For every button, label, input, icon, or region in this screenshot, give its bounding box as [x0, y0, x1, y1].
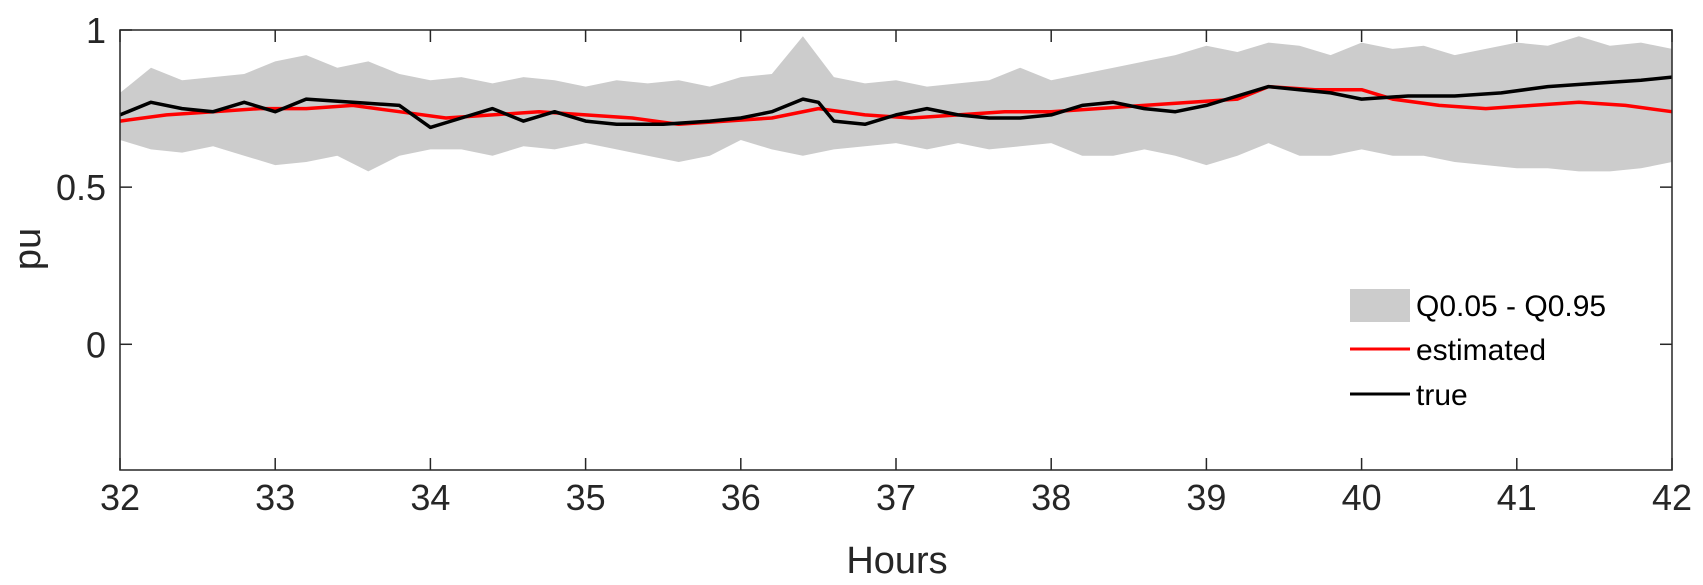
- x-tick-label: 33: [255, 477, 295, 518]
- legend-swatch-band: [1350, 289, 1410, 322]
- x-tick-label: 36: [721, 477, 761, 518]
- y-tick-label: 1: [86, 10, 106, 51]
- legend-label-band: Q0.05 - Q0.95: [1416, 290, 1606, 323]
- x-tick-label: 32: [100, 477, 140, 518]
- axes-ticks: 32 33 34 35 36 37 38 39 40 41 42 0 0.5 1: [56, 10, 1692, 518]
- x-axis-title: Hours: [846, 540, 947, 582]
- x-tick-label: 34: [410, 477, 450, 518]
- x-tick-label: 42: [1652, 477, 1692, 518]
- series-line-estimated: [119, 84, 1673, 127]
- x-tick-label: 40: [1342, 477, 1382, 518]
- y-tick-label: 0: [86, 324, 106, 365]
- x-tick-label: 35: [566, 477, 606, 518]
- series-line-true: [119, 75, 1673, 130]
- legend: Q0.05 - Q0.95 estimated true: [1350, 289, 1606, 412]
- x-tick-label: 39: [1186, 477, 1226, 518]
- y-tick-label: 0.5: [56, 167, 106, 208]
- y-axis-title: pu: [7, 228, 49, 270]
- plot-area: [119, 36, 1673, 172]
- legend-label-true: true: [1416, 379, 1468, 412]
- legend-label-estimated: estimated: [1416, 334, 1546, 367]
- x-tick-label: 37: [876, 477, 916, 518]
- x-tick-label: 41: [1497, 477, 1537, 518]
- quantile-band: [120, 36, 1672, 172]
- x-tick-label: 38: [1031, 477, 1071, 518]
